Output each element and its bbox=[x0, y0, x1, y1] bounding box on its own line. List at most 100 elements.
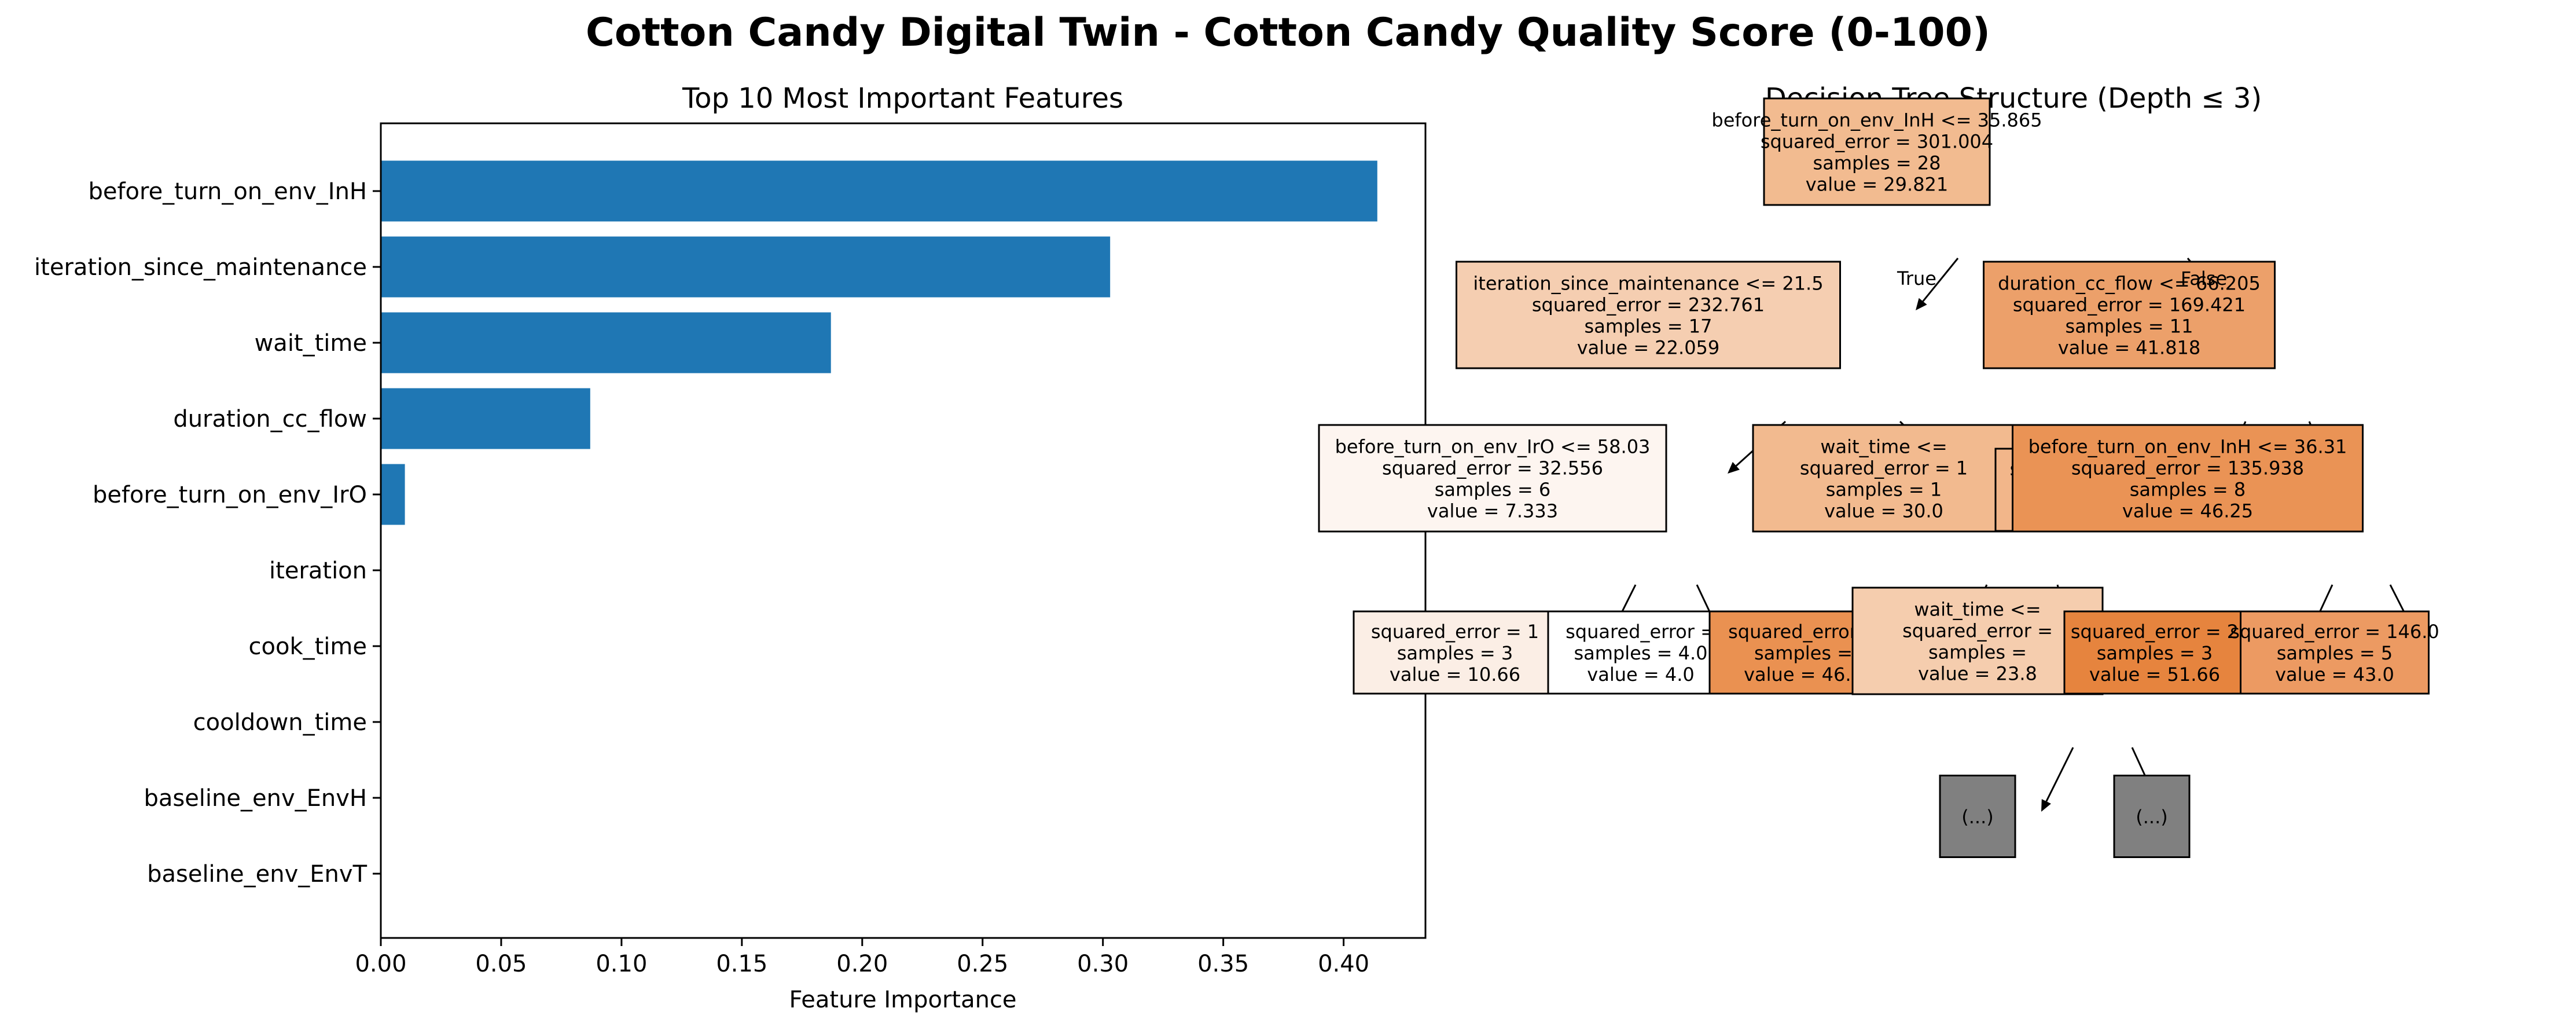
y-tick-label: wait_time bbox=[255, 330, 367, 357]
tree-node-box bbox=[1752, 424, 2016, 533]
x-tick-label: 0.20 bbox=[836, 951, 888, 977]
tree-node-text: (...) bbox=[1961, 806, 1993, 828]
tree-node-text: squared_error = 232.761 bbox=[1532, 294, 1765, 316]
bar-before_turn_on_env_InH bbox=[381, 160, 1377, 222]
decision-tree-chart: Decision Tree Structure (Depth ≤ 3) befo… bbox=[1318, 82, 2439, 858]
y-tick-label: before_turn_on_env_IrO bbox=[93, 482, 367, 508]
tree-node-text: squared_error = bbox=[1566, 621, 1716, 643]
x-tick-label: 0.30 bbox=[1077, 951, 1129, 977]
tree-node-text: value = 51.66 bbox=[2089, 664, 2220, 686]
tree-node-text: squared_error = 1 bbox=[1800, 457, 1968, 479]
y-tick-label: cook_time bbox=[249, 633, 367, 660]
tree-node-n2: duration_cc_flow <= 66.205squared_error … bbox=[1983, 261, 2276, 369]
tree-edge bbox=[1922, 258, 1959, 302]
x-tick-label: 0.00 bbox=[355, 951, 406, 977]
tree-node-text: value = 43.0 bbox=[2275, 664, 2394, 686]
tree-node-box bbox=[1763, 97, 1991, 206]
tree-node-text: squared_error = bbox=[1902, 620, 2053, 642]
tree-node-box bbox=[1983, 261, 2276, 369]
tree-node-text: value = 46.25 bbox=[2122, 500, 2253, 522]
tree-node-text: value = 41.818 bbox=[2058, 337, 2201, 359]
y-axis-ticks: before_turn_on_env_InH iteration_since_ma… bbox=[34, 178, 381, 888]
tree-edge-arrowhead bbox=[2041, 799, 2051, 812]
tree-node-text: squared_error = 2 bbox=[2071, 621, 2239, 643]
tree-node-box bbox=[1456, 261, 1841, 369]
x-tick-label: 0.05 bbox=[475, 951, 527, 977]
tree-node-box bbox=[2012, 424, 2364, 533]
tree-node-text: samples = 6 bbox=[1435, 479, 1551, 501]
tree-node-text: samples = 11 bbox=[2066, 316, 2193, 338]
tree-node-text: wait_time <= bbox=[1914, 599, 2041, 621]
x-tick-label: 0.35 bbox=[1197, 951, 1249, 977]
x-axis-label: Feature Importance bbox=[789, 987, 1016, 1013]
tree-node-text: samples = 3 bbox=[1397, 642, 1513, 664]
tree-node-n6: before_turn_on_env_InH <= 36.31squared_e… bbox=[2012, 424, 2364, 533]
x-tick-label: 0.40 bbox=[1318, 951, 1369, 977]
tree-nodes: before_turn_on_env_InH <= 35.865squared_… bbox=[1318, 97, 2439, 858]
tree-node-text: squared_error = 169.421 bbox=[2013, 294, 2246, 316]
y-tick-label: before_turn_on_env_InH bbox=[88, 178, 367, 205]
tree-node-text: value = 23.8 bbox=[1918, 663, 2037, 685]
y-tick-label: iteration_since_maintenance bbox=[34, 254, 367, 281]
bar-group bbox=[381, 160, 1377, 525]
feature-importance-chart: Top 10 Most Important Features before_tu… bbox=[34, 82, 1427, 1013]
tree-node-text: value = 46.6 bbox=[1744, 664, 1863, 686]
tree-node-box bbox=[2063, 610, 2246, 695]
tree-node-text: value = 10.66 bbox=[1390, 664, 1520, 686]
figure-title: Cotton Candy Digital Twin - Cotton Candy… bbox=[586, 10, 1990, 56]
y-tick-label: baseline_env_EnvH bbox=[144, 785, 367, 812]
tree-node-box bbox=[2113, 775, 2191, 858]
tree-node-text: value = 29.821 bbox=[1806, 174, 1949, 196]
bar-chart-title: Top 10 Most Important Features bbox=[682, 82, 1123, 115]
tree-node-n10: wait_time <=squared_error =samples =valu… bbox=[1851, 587, 2104, 695]
tree-node-text: before_turn_on_env_IrO <= 58.03 bbox=[1335, 436, 1651, 458]
tree-edge bbox=[2045, 747, 2074, 802]
tree-edge-arrowhead bbox=[1728, 461, 1740, 474]
y-tick-label: baseline_env_EnvT bbox=[147, 861, 367, 888]
x-tick-label: 0.10 bbox=[596, 951, 647, 977]
tree-node-n0: before_turn_on_env_InH <= 35.865squared_… bbox=[1711, 97, 2042, 206]
tree-node-text: before_turn_on_env_InH <= 36.31 bbox=[2029, 436, 2347, 458]
y-tick-label: cooldown_time bbox=[193, 709, 367, 736]
tree-node-text: value = 7.333 bbox=[1427, 500, 1558, 522]
edge-label-true: True bbox=[1897, 267, 1936, 289]
tree-node-text: before_turn_on_env_InH <= 35.865 bbox=[1711, 109, 2042, 131]
tree-node-text: squared_error = 301.004 bbox=[1761, 131, 1993, 153]
tree-node-text: samples = 3 bbox=[2097, 642, 2213, 664]
tree-node-box bbox=[1318, 424, 1667, 533]
tree-node-text: squared_error = 32.556 bbox=[1382, 457, 1603, 479]
tree-node-text: wait_time <= bbox=[1820, 436, 1947, 458]
x-axis-ticks: 0.00 0.05 0.10 0.15 0.20 0.25 0.30 0.35 0.40 bbox=[355, 938, 1369, 977]
tree-node-text: samples = 5 bbox=[2277, 642, 2393, 664]
tree-node-text: samples = 28 bbox=[1813, 152, 1941, 174]
tree-node-n1: iteration_since_maintenance <= 21.5squar… bbox=[1456, 261, 1841, 369]
tree-node-text: samples = bbox=[1928, 642, 2027, 664]
x-tick-label: 0.25 bbox=[957, 951, 1008, 977]
tree-node-n14: (...) bbox=[2113, 775, 2191, 858]
tree-node-n3: before_turn_on_env_IrO <= 58.03squared_e… bbox=[1318, 424, 1667, 533]
y-tick-label: duration_cc_flow bbox=[173, 406, 367, 432]
tree-node-text: samples = 4.0 bbox=[1574, 642, 1707, 664]
tree-node-text: value = 30.0 bbox=[1824, 500, 1943, 522]
x-tick-label: 0.15 bbox=[716, 951, 767, 977]
tree-node-text: samples = 8 bbox=[2130, 479, 2246, 501]
tree-node-text: samples = 1 bbox=[1826, 479, 1942, 501]
bar-before_turn_on_env_IrO bbox=[381, 464, 405, 525]
tree-node-text: squared_error = 135.938 bbox=[2071, 457, 2304, 479]
tree-node-text: duration_cc_flow <= 66.205 bbox=[1998, 273, 2261, 295]
tree-node-text: value = 4.0 bbox=[1587, 664, 1694, 686]
tree-node-n13: (...) bbox=[1939, 775, 2016, 858]
tree-node-text: squared_error = 1 bbox=[1371, 621, 1539, 643]
tree-node-box bbox=[1547, 610, 1735, 695]
bar-wait_time bbox=[381, 312, 831, 373]
bar-iteration_since_maintenance bbox=[381, 236, 1111, 298]
tree-node-text: samples = bbox=[1754, 642, 1853, 664]
edge-label-false: False bbox=[2181, 267, 2227, 289]
tree-node-box bbox=[2240, 610, 2430, 695]
tree-node-text: value = 22.059 bbox=[1577, 337, 1720, 359]
tree-node-text: squared_error = 146.0 bbox=[2230, 621, 2439, 643]
tree-node-box bbox=[1939, 775, 2016, 858]
